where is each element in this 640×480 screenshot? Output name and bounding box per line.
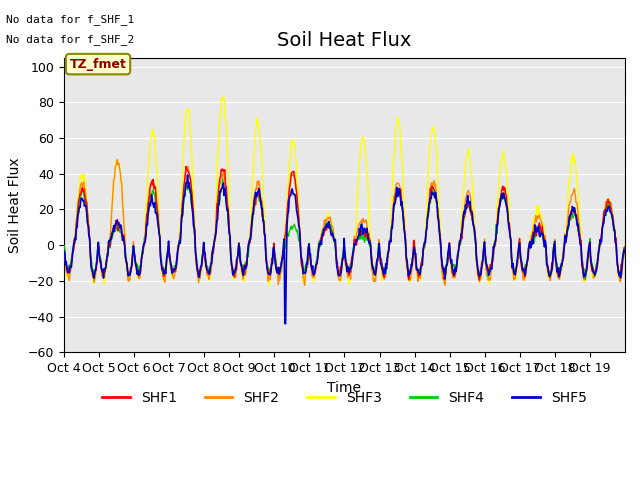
Legend: SHF1, SHF2, SHF3, SHF4, SHF5: SHF1, SHF2, SHF3, SHF4, SHF5	[97, 385, 593, 410]
SHF4	[126, 269, 134, 275]
SHF1	[279, 251, 287, 256]
SHF2	[113, 156, 121, 162]
SHF2	[435, 213, 442, 218]
Line: SHF1: SHF1	[64, 167, 625, 280]
SHF4	[621, 243, 628, 249]
Text: No data for f_SHF_1: No data for f_SHF_1	[6, 14, 134, 25]
SHF4	[219, 175, 227, 181]
Y-axis label: Soil Heat Flux: Soil Heat Flux	[8, 157, 22, 253]
SHF2	[60, 252, 68, 257]
Line: SHF2: SHF2	[64, 159, 625, 285]
Text: No data for f_SHF_2: No data for f_SHF_2	[6, 34, 134, 45]
SHF4	[60, 243, 68, 249]
SHF1	[230, 272, 237, 277]
SHF3	[280, 250, 287, 256]
SHF1	[403, 263, 411, 268]
SHF2	[441, 282, 449, 288]
SHF1	[126, 271, 134, 276]
SHF4	[230, 266, 237, 272]
SHF2	[279, 251, 287, 256]
SHF5	[621, 250, 628, 255]
SHF4	[582, 276, 589, 282]
SHF5	[279, 255, 287, 261]
SHF1	[182, 164, 190, 169]
Line: SHF4: SHF4	[64, 178, 625, 279]
SHF3	[126, 277, 134, 283]
Line: SHF5: SHF5	[64, 175, 625, 324]
SHF5	[404, 264, 412, 270]
SHF3	[220, 93, 227, 98]
SHF4	[279, 254, 287, 260]
SHF3	[265, 283, 273, 288]
SHF5	[435, 228, 443, 234]
SHF1	[435, 216, 442, 221]
SHF4	[403, 264, 411, 269]
SHF1	[476, 277, 483, 283]
SHF1	[258, 199, 266, 205]
SHF2	[258, 196, 266, 202]
SHF5	[230, 269, 237, 275]
SHF5	[60, 248, 68, 254]
SHF2	[127, 270, 134, 276]
SHF3	[404, 271, 412, 276]
SHF4	[435, 216, 442, 222]
SHF5	[281, 321, 289, 326]
SHF4	[258, 199, 266, 204]
SHF3	[258, 151, 266, 157]
X-axis label: Time: Time	[328, 381, 362, 395]
SHF5	[184, 172, 191, 178]
SHF2	[403, 266, 411, 272]
SHF5	[258, 206, 266, 212]
Line: SHF3: SHF3	[64, 96, 625, 286]
SHF1	[60, 247, 68, 253]
SHF2	[230, 273, 237, 278]
SHF2	[621, 254, 628, 260]
SHF1	[621, 244, 628, 250]
SHF3	[230, 276, 237, 282]
Text: TZ_fmet: TZ_fmet	[70, 58, 127, 71]
SHF3	[60, 248, 68, 254]
SHF3	[435, 202, 443, 208]
Title: Soil Heat Flux: Soil Heat Flux	[277, 32, 412, 50]
SHF5	[126, 272, 134, 278]
SHF3	[621, 249, 628, 255]
